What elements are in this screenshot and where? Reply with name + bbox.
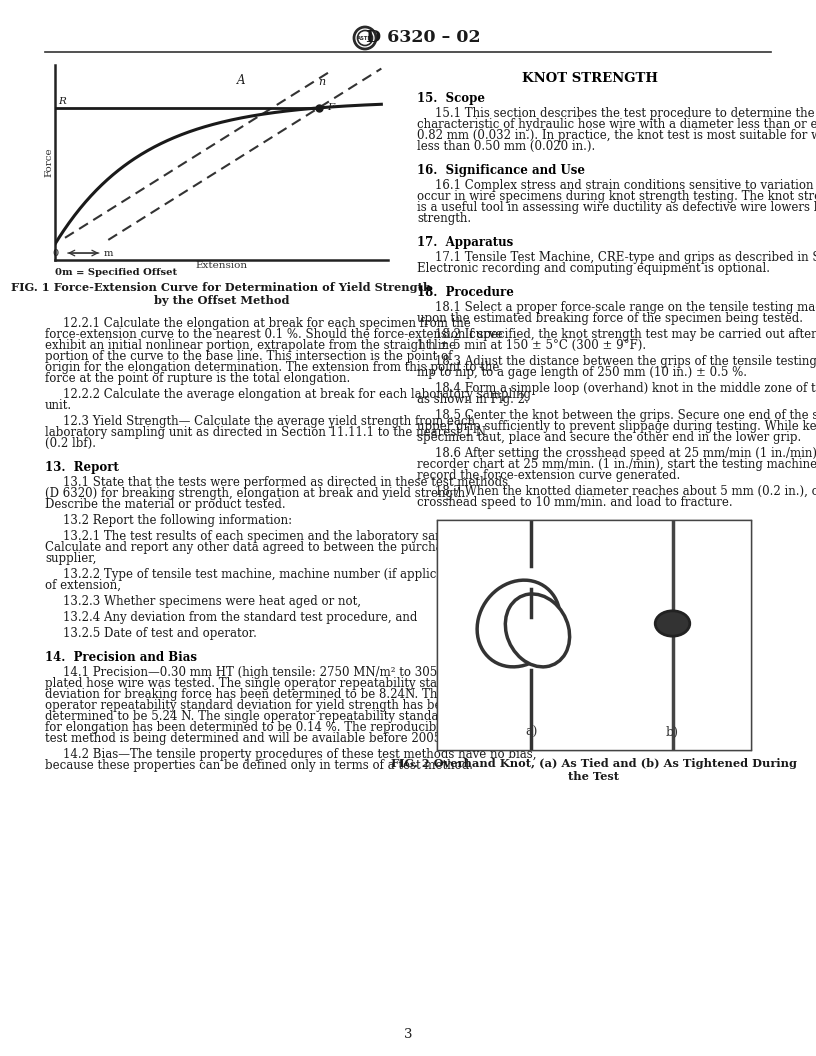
Text: 16.  Significance and Use: 16. Significance and Use: [417, 164, 585, 177]
Text: of extension,: of extension,: [45, 579, 121, 592]
Text: 18.1 Select a proper force-scale range on the tensile testing machine based: 18.1 Select a proper force-scale range o…: [435, 301, 816, 314]
Text: 18.3 Adjust the distance between the grips of the tensile testing machine,: 18.3 Adjust the distance between the gri…: [435, 355, 816, 367]
Text: 18.6 After setting the crosshead speed at 25 mm/min (1 in./min) and the: 18.6 After setting the crosshead speed a…: [435, 447, 816, 460]
Text: laboratory sampling unit as directed in Section 11.11.1 to the nearest 1 N: laboratory sampling unit as directed in …: [45, 426, 486, 439]
Text: 17.  Apparatus: 17. Apparatus: [417, 235, 513, 249]
Text: 13.2 Report the following information:: 13.2 Report the following information:: [63, 514, 292, 527]
Text: 12.2.2 Calculate the average elongation at break for each laboratory sampling: 12.2.2 Calculate the average elongation …: [63, 388, 531, 401]
Text: nip to nip, to a gage length of 250 mm (10 in.) ± 0.5 %.: nip to nip, to a gage length of 250 mm (…: [417, 366, 747, 379]
Text: Describe the material or product tested.: Describe the material or product tested.: [45, 498, 286, 511]
Text: m: m: [104, 248, 113, 258]
Ellipse shape: [477, 580, 560, 666]
Text: Calculate and report any other data agreed to between the purchaser and the: Calculate and report any other data agre…: [45, 541, 510, 554]
Text: is a useful tool in assessing wire ductility as defective wire lowers knot: is a useful tool in assessing wire ducti…: [417, 201, 816, 214]
Text: 0.82 mm (0.032 in.). In practice, the knot test is most suitable for wires: 0.82 mm (0.032 in.). In practice, the kn…: [417, 129, 816, 142]
Text: operator repeatability standard deviation for yield strength has been: operator repeatability standard deviatio…: [45, 699, 456, 712]
Text: because these properties can be defined only in terms of a test method.: because these properties can be defined …: [45, 759, 473, 772]
Text: less than 0.50 mm (0.020 in.).: less than 0.50 mm (0.020 in.).: [417, 140, 595, 153]
Text: plated hose wire was tested. The single operator repeatability standard: plated hose wire was tested. The single …: [45, 677, 472, 690]
X-axis label: Extension: Extension: [196, 262, 247, 270]
Text: 18.  Procedure: 18. Procedure: [417, 286, 514, 299]
Text: FIG. 2 Overhand Knot, (a) As Tied and (b) As Tightened During: FIG. 2 Overhand Knot, (a) As Tied and (b…: [391, 758, 797, 769]
Text: 12.2.1 Calculate the elongation at break for each specimen from the: 12.2.1 Calculate the elongation at break…: [63, 317, 471, 329]
Text: unit.: unit.: [45, 399, 72, 412]
Text: 14.  Precision and Bias: 14. Precision and Bias: [45, 650, 197, 664]
Text: deviation for breaking force has been determined to be 8.24N. The single: deviation for breaking force has been de…: [45, 689, 484, 701]
Text: 18.5 Center the knot between the grips. Secure one end of the specimen in the: 18.5 Center the knot between the grips. …: [435, 409, 816, 422]
Text: 13.1 State that the tests were performed as directed in these test methods: 13.1 State that the tests were performed…: [63, 476, 508, 489]
Text: 14.1 Precision—0.30 mm HT (high tensile: 2750 MN/m² to 3050 MN/m²) brass: 14.1 Precision—0.30 mm HT (high tensile:…: [63, 666, 531, 679]
Text: 1 h ± 5 min at 150 ± 5°C (300 ± 9°F).: 1 h ± 5 min at 150 ± 5°C (300 ± 9°F).: [417, 339, 646, 352]
Text: record the force-extension curve generated.: record the force-extension curve generat…: [417, 469, 681, 482]
Text: 15.1 This section describes the test procedure to determine the knot test: 15.1 This section describes the test pro…: [435, 107, 816, 120]
Text: occur in wire specimens during knot strength testing. The knot strength test: occur in wire specimens during knot stre…: [417, 190, 816, 203]
Text: 13.2.1 The test results of each specimen and the laboratory sample average.: 13.2.1 The test results of each specimen…: [63, 530, 520, 543]
Bar: [437, 520, 751, 750]
Text: 13.2.4 Any deviation from the standard test procedure, and: 13.2.4 Any deviation from the standard t…: [63, 611, 417, 624]
Text: 0m = Specified Offset: 0m = Specified Offset: [55, 268, 177, 277]
Text: 14.2 Bias—The tensile property procedures of these test methods have no bias,: 14.2 Bias—The tensile property procedure…: [63, 748, 536, 761]
Text: the Test: the Test: [569, 771, 619, 782]
Text: 18.4 Form a simple loop (overhand) knot in the middle zone of the test piece: 18.4 Form a simple loop (overhand) knot …: [435, 382, 816, 395]
Text: upon the estimated breaking force of the specimen being tested.: upon the estimated breaking force of the…: [417, 312, 803, 325]
Text: 16.1 Complex stress and strain conditions sensitive to variation in materials: 16.1 Complex stress and strain condition…: [435, 180, 816, 192]
Y-axis label: Force: Force: [45, 148, 54, 177]
Circle shape: [655, 610, 690, 636]
Text: Electronic recording and computing equipment is optional.: Electronic recording and computing equip…: [417, 262, 770, 275]
Text: exhibit an initial nonlinear portion, extrapolate from the straight line: exhibit an initial nonlinear portion, ex…: [45, 339, 456, 352]
Text: D 6320 – 02: D 6320 – 02: [366, 30, 481, 46]
Text: portion of the curve to the base line. This intersection is the point of: portion of the curve to the base line. T…: [45, 350, 452, 363]
Text: A: A: [237, 74, 246, 87]
Text: b): b): [666, 725, 679, 738]
Text: by the Offset Method: by the Offset Method: [153, 295, 289, 306]
Text: 12.3 Yield Strength— Calculate the average yield strength from each: 12.3 Yield Strength— Calculate the avera…: [63, 415, 475, 428]
Text: 13.  Report: 13. Report: [45, 461, 119, 474]
Text: (0.2 lbf).: (0.2 lbf).: [45, 437, 96, 450]
Text: n: n: [318, 77, 325, 87]
Text: specimen taut, place and secure the other end in the lower grip.: specimen taut, place and secure the othe…: [417, 431, 801, 444]
Text: force at the point of rupture is the total elongation.: force at the point of rupture is the tot…: [45, 372, 350, 385]
Text: F: F: [327, 103, 335, 112]
Text: 17.1 Tensile Test Machine, CRE-type and grips as described in Section 10.: 17.1 Tensile Test Machine, CRE-type and …: [435, 251, 816, 264]
Text: 13.2.3 Whether specimens were heat aged or not,: 13.2.3 Whether specimens were heat aged …: [63, 595, 361, 608]
Ellipse shape: [505, 593, 570, 666]
Text: origin for the elongation determination. The extension from this point to the: origin for the elongation determination.…: [45, 361, 499, 374]
Text: as shown in Fig. 2.: as shown in Fig. 2.: [417, 393, 529, 406]
Text: 15.  Scope: 15. Scope: [417, 92, 485, 105]
Text: force-extension curve to the nearest 0.1 %. Should the force-extension curve: force-extension curve to the nearest 0.1…: [45, 328, 503, 341]
Text: ASTM: ASTM: [357, 36, 373, 40]
Text: R: R: [58, 97, 66, 106]
Text: 18.7 When the knotted diameter reaches about 5 mm (0.2 in.), change the: 18.7 When the knotted diameter reaches a…: [435, 485, 816, 498]
Text: upper grip sufficiently to prevent slippage during testing. While keeping the: upper grip sufficiently to prevent slipp…: [417, 420, 816, 433]
Text: for elongation has been determined to be 0.14 %. The reproducibility of this: for elongation has been determined to be…: [45, 721, 499, 734]
Text: determined to be 5.24 N. The single operator repeatability standard deviation: determined to be 5.24 N. The single oper…: [45, 710, 510, 723]
Text: 18.2 If specified, the knot strength test may be carried out after aging for: 18.2 If specified, the knot strength tes…: [435, 328, 816, 341]
Text: test method is being determined and will be available before 2005.: test method is being determined and will…: [45, 732, 445, 744]
Text: strength.: strength.: [417, 212, 471, 225]
Text: (D 6320) for breaking strength, elongation at break and yield strength.: (D 6320) for breaking strength, elongati…: [45, 487, 469, 499]
Text: FIG. 1 Force-Extension Curve for Determination of Yield Strength: FIG. 1 Force-Extension Curve for Determi…: [11, 282, 432, 293]
Text: 13.2.5 Date of test and operator.: 13.2.5 Date of test and operator.: [63, 627, 257, 640]
Text: crosshead speed to 10 mm/min. and load to fracture.: crosshead speed to 10 mm/min. and load t…: [417, 496, 733, 509]
Text: 13.2.2 Type of tensile test machine, machine number (if applicable), and rate: 13.2.2 Type of tensile test machine, mac…: [63, 568, 524, 581]
Text: supplier,: supplier,: [45, 552, 96, 565]
Text: 3: 3: [404, 1027, 412, 1040]
Text: recorder chart at 25 mm/min. (1 in./min), start the testing machine and: recorder chart at 25 mm/min. (1 in./min)…: [417, 458, 816, 471]
Text: 0: 0: [52, 248, 58, 258]
Text: a): a): [525, 725, 538, 738]
Text: KNOT STRENGTH: KNOT STRENGTH: [521, 72, 658, 84]
Text: characteristic of hydraulic hose wire with a diameter less than or equal to: characteristic of hydraulic hose wire wi…: [417, 118, 816, 131]
